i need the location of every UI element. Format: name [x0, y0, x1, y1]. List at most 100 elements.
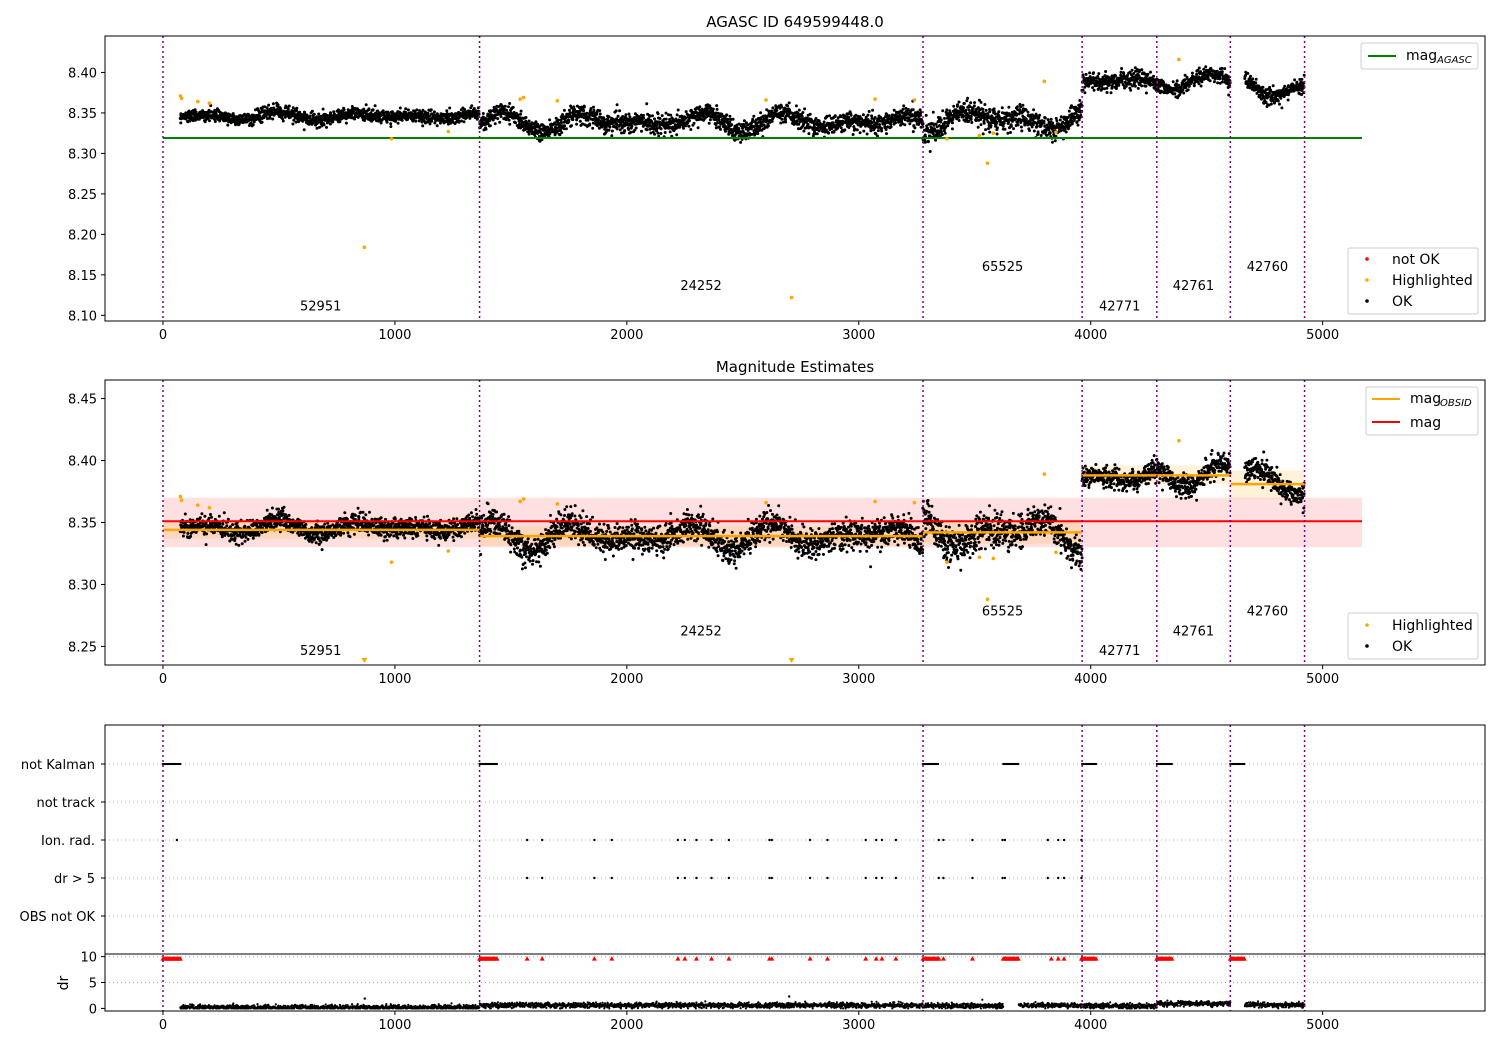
x-tick-label: 3000 — [842, 328, 875, 343]
ok-point — [301, 119, 305, 123]
ok-point — [1051, 121, 1055, 125]
ok-point — [459, 119, 463, 123]
ok-point — [1220, 66, 1224, 70]
legend-mag-agasc: mag AGASC — [1360, 42, 1479, 70]
highlighted-point — [1054, 130, 1058, 135]
ok-point — [648, 114, 652, 118]
ok-point — [1026, 110, 1030, 114]
ok-point — [939, 118, 943, 122]
legend-label-highlighted: Highlighted — [1392, 273, 1473, 289]
ok-point — [1220, 70, 1224, 74]
ok-point — [825, 115, 829, 118]
ok-point — [869, 129, 873, 133]
ok-point — [315, 126, 319, 130]
ok-point — [746, 123, 750, 127]
ok-point — [289, 114, 293, 118]
ok-point — [771, 106, 775, 110]
ok-point — [243, 112, 246, 116]
ok-point — [1249, 74, 1252, 78]
ok-point — [559, 121, 563, 125]
ok-point — [582, 105, 586, 109]
ok-point — [373, 104, 377, 108]
ok-point — [900, 119, 904, 123]
ok-point — [220, 535, 224, 539]
x-tick-label: 1000 — [378, 328, 411, 343]
ok-point — [871, 108, 875, 112]
ok-point — [770, 119, 774, 123]
ok-point — [775, 109, 779, 112]
ok-point — [779, 121, 783, 125]
ok-point — [519, 112, 522, 116]
ok-point — [608, 125, 612, 129]
ok-point — [642, 113, 645, 117]
ok-point — [1175, 79, 1179, 83]
highlighted-point — [389, 137, 394, 141]
obsid-label: 65525 — [982, 260, 1023, 275]
highlighted-point — [991, 131, 996, 135]
ok-point — [614, 109, 618, 113]
ok-point — [1088, 71, 1092, 75]
panel-title: Magnitude Estimates — [716, 358, 874, 376]
ok-point — [1076, 123, 1080, 127]
ok-point — [1007, 120, 1011, 124]
ok-point — [426, 111, 430, 115]
ok-point — [1058, 118, 1062, 122]
ok-point — [1149, 70, 1152, 74]
ok-point — [659, 132, 663, 135]
ok-point — [1007, 105, 1011, 109]
ok-point — [548, 118, 552, 122]
ok-point — [421, 124, 425, 128]
ok-point — [1190, 71, 1194, 75]
ok-point — [1096, 74, 1100, 78]
ok-point — [993, 112, 997, 116]
ok-point — [1000, 106, 1004, 110]
ok-point — [312, 112, 316, 116]
ok-point — [1084, 72, 1088, 76]
ok-point — [1278, 102, 1281, 106]
ok-point — [1053, 139, 1057, 143]
ok-point — [364, 103, 368, 107]
ok-point — [507, 118, 511, 122]
ok-point — [906, 107, 910, 111]
ok-point — [481, 112, 485, 115]
ok-point — [982, 121, 986, 125]
panel-title: AGASC ID 649599448.0 — [706, 13, 884, 31]
ok-point — [1120, 67, 1124, 70]
ok-point — [338, 120, 342, 124]
ok-point — [1064, 130, 1068, 134]
ok-point — [1144, 84, 1148, 88]
ok-point — [588, 123, 592, 127]
obsid-label: 42771 — [1099, 299, 1140, 314]
ok-point — [305, 113, 309, 117]
highlighted-point — [1042, 79, 1047, 84]
ok-point — [1070, 122, 1074, 126]
ok-point — [645, 102, 649, 106]
ok-point — [252, 120, 256, 124]
ok-point — [756, 132, 760, 135]
ok-point — [660, 114, 664, 118]
ok-point — [651, 114, 654, 118]
x-tick-label: 0 — [159, 328, 167, 343]
ok-point — [1059, 115, 1063, 119]
ok-point — [1083, 85, 1087, 89]
ok-point — [678, 125, 682, 129]
ok-point — [1021, 103, 1025, 107]
ok-point — [988, 110, 992, 114]
ok-point — [1216, 81, 1220, 85]
ok-point — [263, 105, 267, 109]
highlighted-point — [446, 129, 451, 134]
ok-point — [800, 114, 804, 118]
ok-point — [1208, 79, 1212, 83]
ok-point — [725, 113, 729, 117]
ok-point — [430, 119, 434, 123]
ok-point — [941, 109, 945, 113]
ok-point — [969, 114, 973, 118]
ok-point — [342, 108, 346, 112]
highlighted-point — [985, 161, 990, 165]
highlighted-point — [912, 98, 917, 102]
ok-point — [1220, 80, 1224, 84]
legend-label-not-ok: not OK — [1392, 252, 1440, 268]
ok-point — [668, 130, 672, 134]
ok-point — [860, 117, 864, 121]
